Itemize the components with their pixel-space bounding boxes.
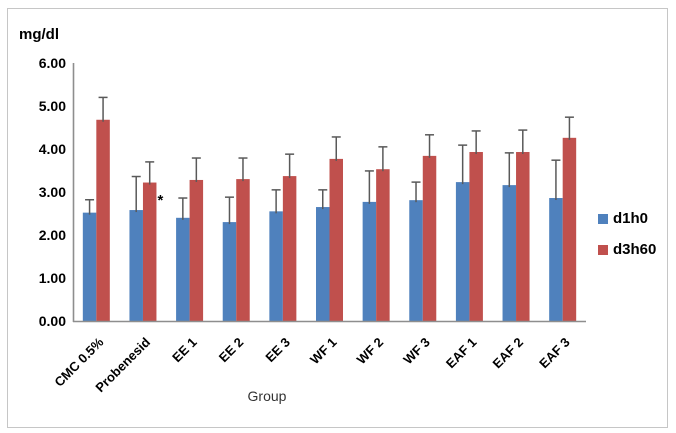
legend-item-d1h0: d1h0 bbox=[598, 210, 648, 227]
bar-d1h0-7 bbox=[409, 200, 423, 321]
bar-d3h60-8 bbox=[469, 152, 483, 321]
x-category-label: EE 3 bbox=[262, 335, 293, 366]
y-tick-label: 0.00 bbox=[39, 313, 66, 329]
legend-label-d1h0: d1h0 bbox=[613, 210, 649, 227]
x-category-label: EAF 1 bbox=[443, 335, 480, 372]
bar-d3h60-6 bbox=[376, 169, 390, 321]
x-category-label: EAF 2 bbox=[490, 335, 527, 372]
bar-d1h0-0 bbox=[82, 212, 97, 321]
significance-asterisk: * bbox=[157, 192, 163, 209]
y-axis-unit-label: mg/dl bbox=[19, 26, 59, 43]
x-category-label: WF 2 bbox=[354, 335, 387, 368]
bar-d3h60-9 bbox=[516, 152, 530, 321]
x-category-label: WF 3 bbox=[400, 335, 433, 368]
bar-d3h60-10 bbox=[562, 137, 577, 321]
x-axis-title: Group bbox=[247, 388, 287, 404]
y-tick-label: 4.00 bbox=[39, 141, 66, 157]
bar-d3h60-0 bbox=[96, 119, 110, 321]
bar-d1h0-6 bbox=[362, 201, 377, 321]
bar-d3h60-7 bbox=[422, 155, 437, 321]
bar-d3h60-4 bbox=[282, 176, 297, 321]
y-tick-label: 6.00 bbox=[39, 55, 66, 71]
legend-swatch-d3h60-icon bbox=[598, 244, 608, 255]
bar-d3h60-3 bbox=[236, 179, 250, 321]
y-tick-label: 5.00 bbox=[39, 98, 66, 114]
bar-d3h60-1 bbox=[142, 182, 157, 321]
y-tick-label: 2.00 bbox=[39, 227, 66, 243]
legend-swatch-d1h0-icon bbox=[598, 213, 608, 224]
y-tick-label: 3.00 bbox=[39, 184, 66, 200]
x-category-label: EE 2 bbox=[216, 335, 247, 366]
bar-d3h60-2 bbox=[189, 179, 204, 321]
bar-d1h0-8 bbox=[455, 182, 470, 321]
bar-d3h60-5 bbox=[329, 158, 343, 321]
bar-d1h0-2 bbox=[176, 217, 190, 321]
bar-d1h0-1 bbox=[129, 210, 143, 321]
x-category-label: EAF 3 bbox=[536, 335, 573, 372]
y-tick-label: 1.00 bbox=[39, 270, 66, 286]
bar-d1h0-10 bbox=[549, 198, 563, 321]
x-category-label: EE 1 bbox=[169, 335, 200, 366]
bar-d1h0-3 bbox=[222, 222, 237, 321]
bar-d1h0-9 bbox=[502, 185, 517, 321]
bar-d1h0-4 bbox=[269, 211, 283, 321]
x-category-label: WF 1 bbox=[307, 335, 340, 368]
legend-item-d3h60: d3h60 bbox=[598, 241, 656, 258]
legend-label-d3h60: d3h60 bbox=[613, 241, 657, 258]
bar-d1h0-5 bbox=[316, 207, 330, 321]
